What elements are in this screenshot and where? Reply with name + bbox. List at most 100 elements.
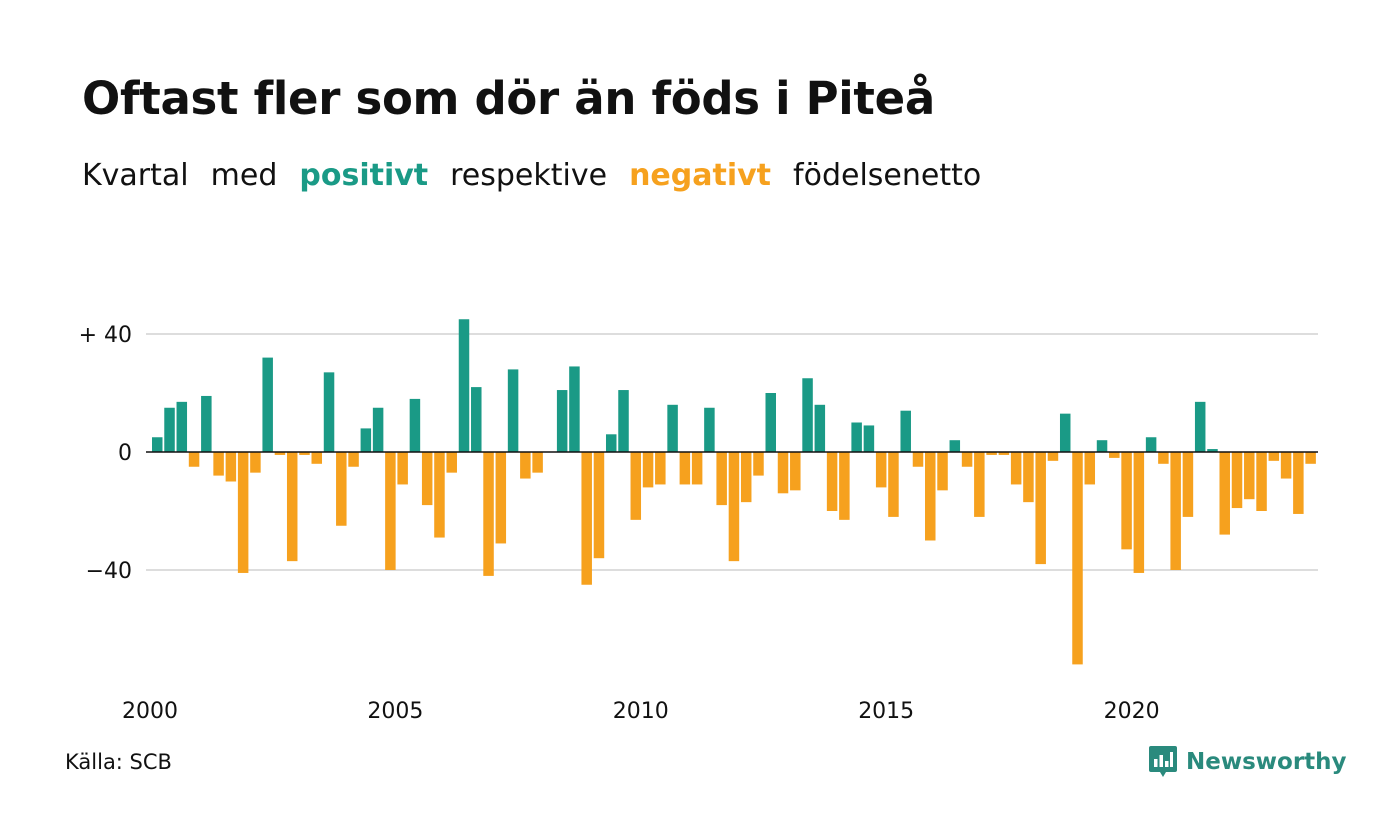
subtitle-word-fodelsenetto: födelsenetto (793, 158, 982, 193)
bar (949, 440, 961, 452)
bar (618, 390, 629, 452)
brand-name: Newsworthy (1186, 749, 1347, 775)
subtitle-word-respektive: respektive (450, 158, 608, 193)
bar (164, 407, 175, 452)
bar (336, 452, 347, 526)
bar (360, 428, 372, 452)
bar (740, 452, 752, 503)
bar (1121, 452, 1132, 550)
bar (1084, 452, 1096, 485)
bar (765, 393, 776, 452)
bar (790, 452, 801, 491)
bar (863, 425, 875, 452)
bar (299, 452, 310, 455)
newsworthy-brand[interactable]: Newsworthy (1148, 744, 1347, 780)
bar (937, 452, 948, 491)
bar (458, 319, 470, 452)
bar (446, 452, 457, 473)
bar (630, 452, 642, 520)
bar (1158, 452, 1169, 464)
bar (483, 452, 494, 576)
bar (605, 434, 617, 452)
x-tick-label: 2005 (367, 699, 423, 724)
bar (814, 404, 826, 452)
bar (655, 452, 666, 485)
bar (176, 401, 188, 452)
bar (912, 452, 924, 467)
bar (1244, 452, 1255, 500)
bar (851, 422, 862, 452)
y-tick-label: + 40 (79, 323, 132, 348)
bar (520, 452, 531, 479)
bar (728, 452, 740, 562)
bar (925, 452, 936, 541)
bar (421, 452, 433, 506)
chart-title: Oftast fler som dör än föds i Piteå (82, 72, 935, 125)
bar (507, 369, 519, 452)
bar (188, 452, 200, 467)
subtitle-word-kvartal: Kvartal (82, 158, 189, 193)
bar (250, 452, 261, 473)
bar (385, 452, 396, 570)
gridlines (146, 333, 1318, 571)
bar (704, 407, 715, 452)
bar (875, 452, 887, 488)
x-tick-label: 2020 (1104, 699, 1160, 724)
bar (839, 452, 850, 520)
bar (777, 452, 789, 494)
legend-negative: negativt (629, 158, 772, 193)
bar (1059, 413, 1071, 452)
source-note: Källa: SCB (65, 750, 172, 774)
bar (1145, 437, 1157, 452)
bar (225, 452, 237, 482)
bar (986, 452, 997, 455)
bar (998, 452, 1010, 455)
bar (1170, 452, 1181, 570)
bar (152, 437, 163, 452)
bar (213, 452, 224, 476)
x-tick-label: 2010 (613, 699, 669, 724)
bar (569, 366, 580, 452)
bar (716, 452, 727, 506)
bar (826, 452, 838, 511)
bar (409, 398, 421, 452)
bar (1023, 452, 1034, 503)
bar (1010, 452, 1022, 485)
bar (495, 452, 507, 544)
bars (152, 319, 1316, 665)
subtitle-word-med: med (210, 158, 278, 193)
bar (974, 452, 985, 517)
bar (532, 452, 543, 473)
bar (888, 452, 899, 517)
bar (1182, 452, 1194, 517)
bar (1133, 452, 1145, 573)
bar (471, 387, 482, 452)
bar (802, 378, 813, 452)
bar (679, 452, 691, 485)
bar (1256, 452, 1267, 511)
y-tick-label: −40 (86, 559, 132, 584)
bar (286, 452, 298, 562)
bar (262, 357, 273, 452)
bar (311, 452, 323, 464)
bar (556, 390, 568, 452)
bar (961, 452, 973, 467)
bar (667, 404, 678, 452)
chart-subtitle: Kvartal med positivt respektive negativt föde… (82, 158, 1003, 193)
bar (1096, 440, 1108, 452)
bar (397, 452, 408, 485)
bar (201, 395, 212, 452)
bar (581, 452, 592, 585)
bar (1047, 452, 1059, 461)
bar (323, 372, 335, 452)
bar (1293, 452, 1304, 514)
bar (274, 452, 286, 455)
bar (642, 452, 654, 488)
bar (1305, 452, 1316, 464)
bar (593, 452, 605, 559)
bar (753, 452, 764, 476)
bar (1219, 452, 1230, 535)
bar (1035, 452, 1046, 565)
bar (691, 452, 703, 485)
